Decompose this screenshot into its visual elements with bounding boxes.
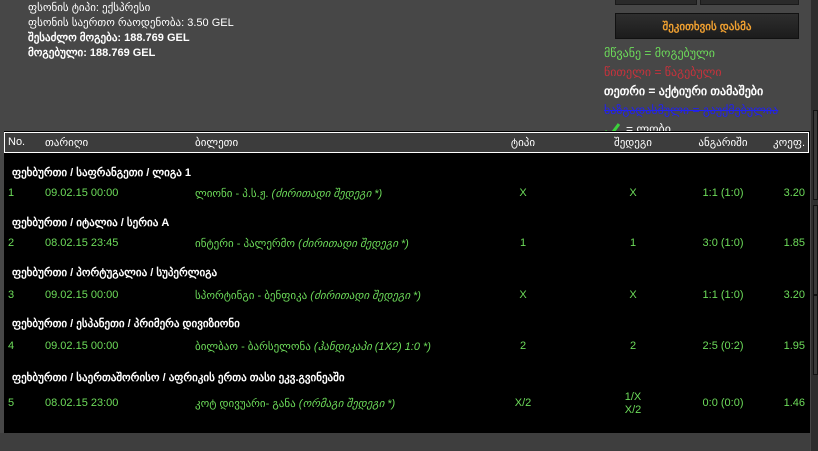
league-header: ფეხბურთი / იტალია / სერია A <box>12 217 170 229</box>
row-no: 2 <box>8 237 15 249</box>
total-stake: ფსონის საერთო რაოდენობა: 3.50 GEL <box>28 17 234 29</box>
row-type: 2 <box>519 340 527 352</box>
top-button-right[interactable] <box>700 0 799 5</box>
header-score: ანგარიში <box>698 137 748 149</box>
row-date: 09.02.15 00:00 <box>45 289 119 301</box>
table-row: 2 08.02.15 23:45 ინტერი - პალერმო (ძირითად… <box>4 237 809 251</box>
row-no: 3 <box>8 289 15 301</box>
row-market: (ძირითადი შედეგი *) <box>271 188 383 200</box>
row-coef: 1.85 <box>783 237 805 249</box>
row-result: 1/X X/2 <box>625 391 642 417</box>
possible-win: შესაძლო მოგება: 188.769 GEL <box>28 32 190 44</box>
header-coef: კოეფ. <box>773 137 805 149</box>
row-result: X <box>629 187 637 199</box>
header-result: შედეგი <box>614 137 652 149</box>
row-no: 1 <box>8 187 15 199</box>
row-score: 3:0 (1:0) <box>702 237 744 249</box>
row-market: (ძირითადი შედეგი *) <box>310 290 421 302</box>
row-coef: 1.46 <box>783 397 805 409</box>
table-header: No. თარიღი ბილეთი ტიპი შედეგი ანგარიში კ… <box>4 132 809 153</box>
row-no: 4 <box>8 340 15 352</box>
legend-green: მწვანე = მოგებული <box>604 46 715 60</box>
row-match: ლიონი - პ.ს.ჟ. <box>195 188 269 200</box>
right-panel-box <box>813 110 818 200</box>
ask-question-button[interactable]: შეკითხვის დასმა <box>615 13 799 39</box>
header-ticket: ბილეთი <box>195 137 239 149</box>
row-market: (ჰანდიკაპი (1X2) 1:0 *) <box>313 341 431 353</box>
legend-white: თეთრი = აქტიური თამაშები <box>604 84 764 98</box>
bet-summary: ფსონის ტიპი: ექსპრესი ფსონის საერთო რაოდ… <box>28 1 234 61</box>
league-header: ფეხბურთი / პორტუგალია / სუპერლიგა <box>12 267 218 279</box>
table-row: 4 09.02.15 00:00 ბილბაო - ბარსელონა (ჰანდი… <box>4 340 809 354</box>
right-panel-box <box>813 205 818 295</box>
row-result: 2 <box>629 340 637 352</box>
table-row: 1 09.02.15 00:00 ლიონი - პ.ს.ჟ. (ძირითადი … <box>4 187 809 201</box>
header-no: No. <box>8 136 26 148</box>
row-date: 08.02.15 23:45 <box>45 237 119 249</box>
bottom-bar <box>0 433 810 451</box>
row-market: (ძირითადი შედეგი *) <box>298 238 409 250</box>
row-market: (ორმაგი შედეგი *) <box>298 398 396 410</box>
right-panel-box <box>813 295 818 375</box>
row-type: 1 <box>519 237 527 249</box>
row-type: X <box>519 289 527 301</box>
row-match: ინტერი - პალერმო <box>195 238 296 250</box>
row-date: 08.02.15 23:00 <box>45 397 119 409</box>
row-match: სპორტინგი - ბენფიკა <box>195 290 308 302</box>
row-score: 2:5 (0:2) <box>702 340 744 352</box>
row-score: 1:1 (1:0) <box>702 187 744 199</box>
table-row: 5 08.02.15 23:00 კოტ დივუარი- განა (ორმაგი… <box>4 391 809 416</box>
header-date: თარიღი <box>45 137 89 149</box>
table-row: 3 09.02.15 00:00 სპორტინგი - ბენფიკა (ძირი… <box>4 289 809 303</box>
league-header: ფეხბურთი / საერთაშორისო / აფრიკის ერთა თ… <box>12 372 345 384</box>
legend-struck: ხაზგადასმული = გაუქმებულია <box>604 103 779 117</box>
won-amount: მოგებული: 188.769 GEL <box>28 47 156 59</box>
row-type: X <box>519 187 527 199</box>
league-header: ფეხბურთი / ესპანეთი / პრიმერა დივიზიონი <box>12 318 240 330</box>
row-result-line1: 1/X <box>624 391 642 403</box>
row-result-line2: X/2 <box>624 404 642 416</box>
header-type: ტიპი <box>510 137 536 149</box>
row-no: 5 <box>8 397 15 409</box>
row-result: 1 <box>629 237 637 249</box>
row-result: X <box>629 289 637 301</box>
league-header: ფეხბურთი / საფრანგეთი / ლიგა 1 <box>12 167 191 179</box>
row-score: 0:0 (0:0) <box>702 397 744 409</box>
row-date: 09.02.15 00:00 <box>45 340 119 352</box>
row-coef: 3.20 <box>783 289 805 301</box>
row-match: ბილბაო - ბარსელონა <box>195 341 311 353</box>
bet-type: ფსონის ტიპი: ექსპრესი <box>28 2 151 14</box>
legend: მწვანე = მოგებული წითელი = წაგებული თეთრ… <box>604 44 778 139</box>
row-score: 1:1 (1:0) <box>702 289 744 301</box>
row-date: 09.02.15 00:00 <box>45 187 119 199</box>
legend-red: წითელი = წაგებული <box>604 65 722 79</box>
row-coef: 1.95 <box>783 340 805 352</box>
row-match: კოტ დივუარი- განა <box>195 398 296 410</box>
row-coef: 3.20 <box>783 187 805 199</box>
bets-table <box>4 131 810 433</box>
row-type: X/2 <box>514 397 532 409</box>
top-button-left[interactable] <box>615 0 697 5</box>
